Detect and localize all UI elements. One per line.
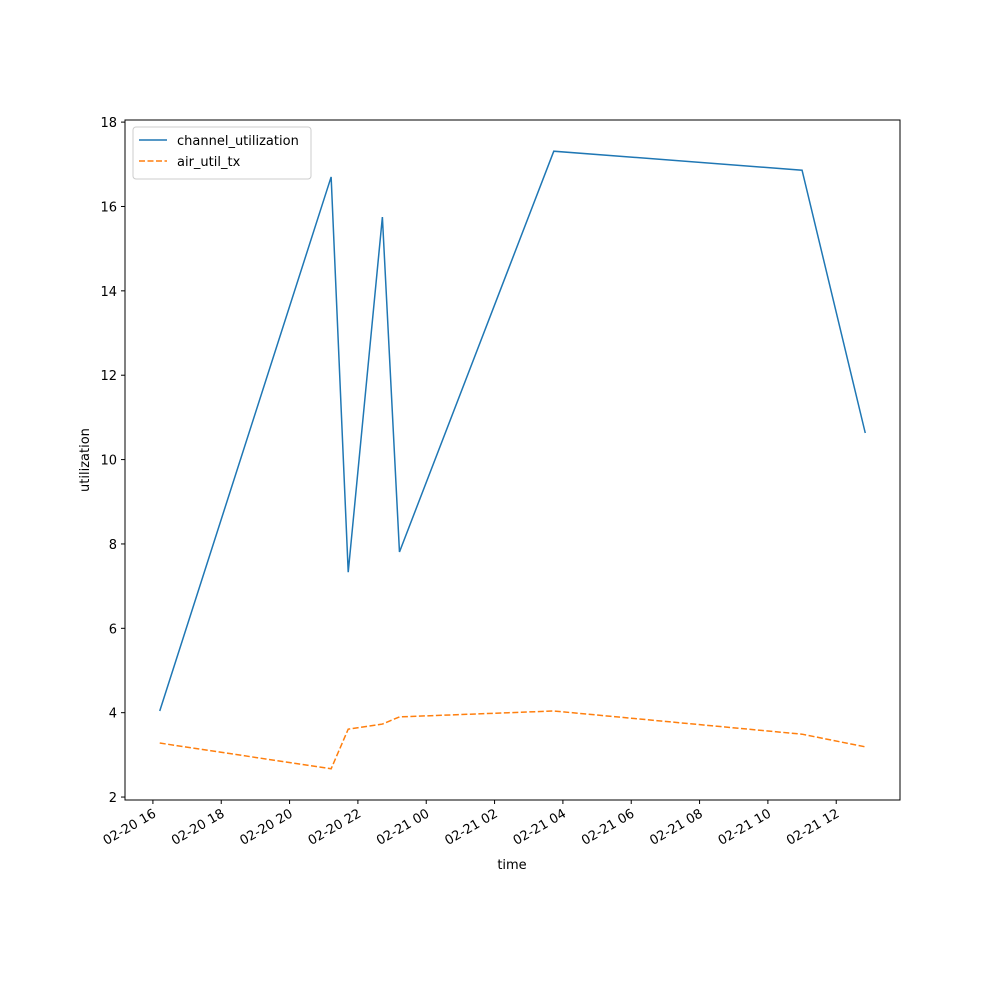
y-tick-label: 4 (109, 707, 117, 722)
y-tick-label: 8 (109, 538, 117, 553)
y-tick-label: 14 (100, 285, 117, 300)
y-tick-label: 2 (109, 791, 117, 806)
y-tick-label: 16 (100, 200, 117, 215)
legend-label: air_util_tx (177, 155, 241, 170)
x-axis-label: time (497, 858, 526, 873)
legend-box (132, 126, 312, 180)
y-tick-label: 18 (100, 116, 117, 131)
y-tick-label: 10 (100, 454, 117, 469)
line-series (159, 710, 866, 770)
line-series (159, 150, 866, 712)
legend-label: channel_utilization (177, 134, 299, 149)
y-axis-label: utilization (78, 428, 93, 492)
y-tick-label: 6 (109, 622, 117, 637)
y-tick-label: 12 (100, 369, 117, 384)
